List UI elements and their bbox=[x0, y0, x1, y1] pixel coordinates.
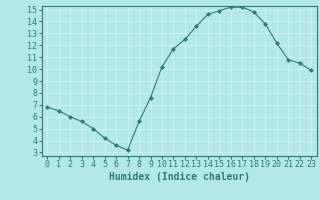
X-axis label: Humidex (Indice chaleur): Humidex (Indice chaleur) bbox=[109, 172, 250, 182]
